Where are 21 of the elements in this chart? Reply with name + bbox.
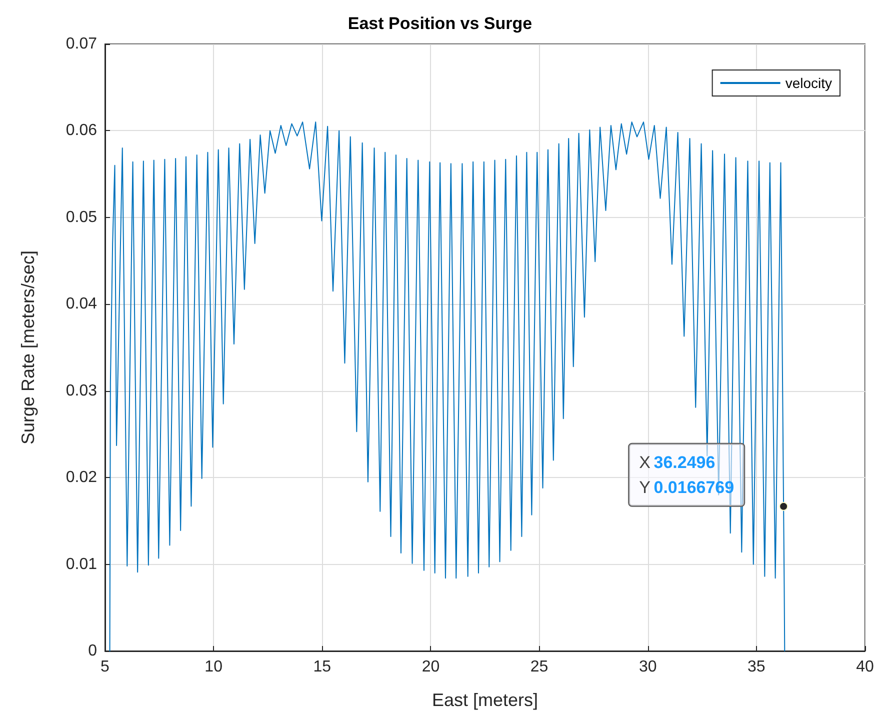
y-tick-label: 0	[88, 642, 98, 660]
chart-title: East Position vs Surge	[348, 14, 532, 33]
y-tick-label: 0.07	[66, 36, 98, 52]
y-tick-label: 0.04	[66, 296, 98, 313]
x-tick-label: 40	[856, 658, 874, 676]
y-tick-label: 0.01	[66, 556, 98, 573]
y-tick-label: 0.05	[66, 208, 98, 226]
x-axis-title: East [meters]	[432, 690, 538, 710]
y-axis-title: Surge Rate [meters/sec]	[18, 250, 38, 445]
x-tick-label: 35	[748, 658, 766, 676]
annotation: X 36.2496 Y 0.0166769	[639, 452, 734, 497]
x-tick-label: 15	[313, 658, 332, 676]
y-tick-label: 0.06	[66, 122, 98, 140]
x-tick-label: 25	[530, 658, 548, 676]
y-tick-label: 0.02	[66, 469, 98, 486]
x-tick-label: 5	[100, 658, 110, 676]
x-tick-label: 20	[422, 658, 440, 676]
y-tick-label: 0.03	[66, 382, 98, 400]
legend-label: velocity	[785, 75, 832, 91]
x-tick-label: 30	[638, 658, 657, 676]
x-tick-label: 10	[204, 658, 223, 676]
